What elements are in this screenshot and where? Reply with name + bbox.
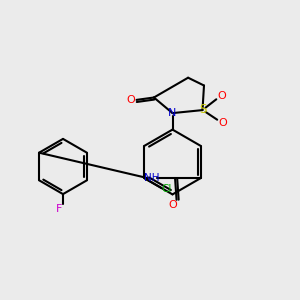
Text: Cl: Cl bbox=[161, 184, 172, 194]
Text: N: N bbox=[168, 108, 177, 118]
Text: S: S bbox=[200, 103, 207, 116]
Text: O: O bbox=[218, 91, 226, 101]
Text: O: O bbox=[127, 95, 136, 105]
Text: O: O bbox=[218, 118, 227, 128]
Text: O: O bbox=[168, 200, 177, 210]
Text: F: F bbox=[56, 203, 63, 214]
Text: NH: NH bbox=[144, 172, 160, 183]
